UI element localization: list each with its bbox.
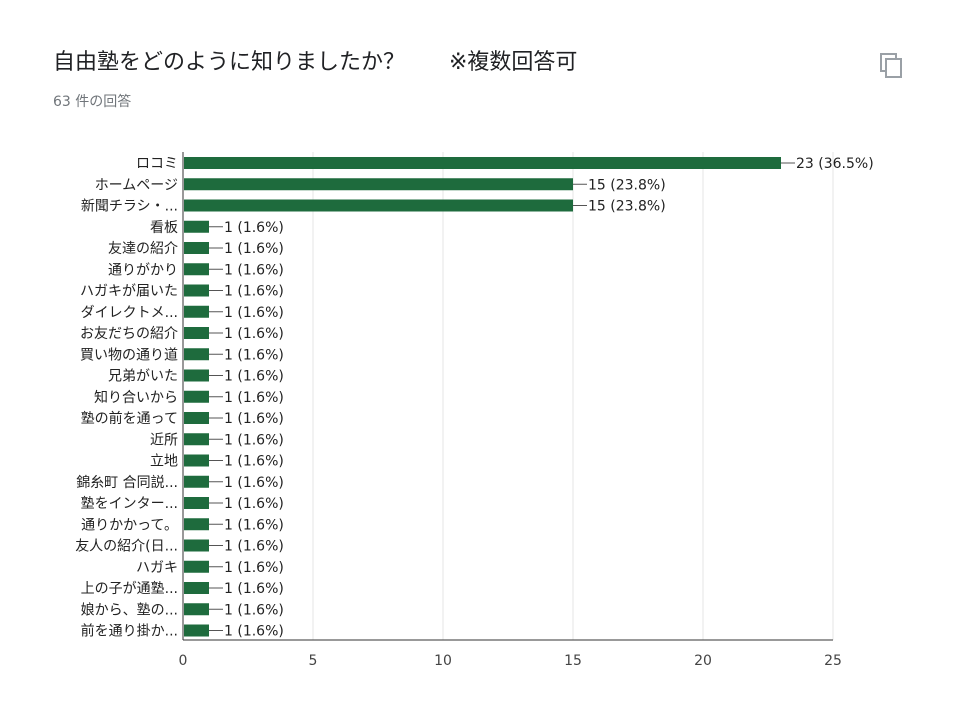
- bar: [184, 284, 209, 297]
- category-label: 前を通り掛か...: [81, 623, 178, 640]
- bar: [184, 433, 209, 446]
- category-label: ホームページ: [95, 177, 178, 193]
- category-label: ダイレクトメ...: [81, 305, 178, 321]
- category-label: ロコミ: [136, 156, 178, 172]
- data-label: 1 (1.6%): [224, 432, 284, 448]
- question-title: 自由塾をどのように知りましたか？ ※複数回答可: [53, 50, 578, 75]
- data-label: 1 (1.6%): [224, 411, 284, 427]
- category-label: 兄弟がいた: [108, 369, 178, 385]
- bar: [184, 242, 209, 254]
- data-label: 1 (1.6%): [224, 581, 284, 597]
- x-tick-label: 10: [434, 653, 452, 669]
- category-label: 通りかかって。: [81, 517, 178, 533]
- bar: [184, 475, 209, 488]
- data-label: 1 (1.6%): [224, 305, 284, 321]
- category-label: 塾の前を通って: [81, 410, 178, 427]
- category-label: お友だちの紹介: [80, 326, 178, 342]
- bar: [184, 199, 573, 212]
- data-label: 1 (1.6%): [224, 496, 284, 512]
- category-label: 近所: [150, 432, 178, 448]
- data-label: 1 (1.6%): [224, 241, 284, 257]
- data-label: 1 (1.6%): [224, 517, 284, 533]
- bar: [184, 390, 209, 403]
- bar: [184, 348, 209, 361]
- x-tick-label: 0: [179, 653, 188, 669]
- category-label: 友人の紹介(日...: [75, 539, 178, 555]
- x-tick-label: 25: [824, 653, 842, 669]
- category-label: 塾をインター...: [81, 496, 178, 512]
- data-label: 1 (1.6%): [224, 347, 284, 363]
- data-label: 15 (23.8%): [588, 199, 666, 215]
- data-label: 1 (1.6%): [224, 220, 284, 236]
- data-label: 23 (36.5%): [796, 156, 874, 172]
- data-label: 1 (1.6%): [224, 602, 284, 618]
- bar: [184, 263, 209, 276]
- category-label: 買い物の通り道: [80, 347, 178, 363]
- data-label: 1 (1.6%): [224, 369, 284, 385]
- category-label: 看板: [150, 220, 178, 236]
- bar: [184, 518, 209, 531]
- x-tick-label: 5: [309, 653, 318, 669]
- data-label: 1 (1.6%): [224, 560, 284, 576]
- bar: [184, 539, 209, 552]
- category-label: 立地: [150, 454, 178, 470]
- x-tick-label: 15: [564, 653, 582, 669]
- category-label: 娘から、塾の...: [81, 602, 178, 618]
- data-label: 1 (1.6%): [224, 262, 284, 278]
- data-label: 1 (1.6%): [224, 475, 284, 491]
- bar: [184, 327, 209, 339]
- bar: [184, 582, 209, 594]
- category-label: 新聞チラシ・...: [81, 199, 178, 215]
- bar: [184, 220, 209, 233]
- data-label: 1 (1.6%): [224, 390, 284, 406]
- category-label: 友達の紹介: [108, 241, 178, 257]
- category-label: 通りがかり: [108, 262, 178, 278]
- category-label: ハガキが届いた: [80, 284, 178, 300]
- bar: [184, 412, 209, 424]
- data-label: 15 (23.8%): [588, 177, 666, 193]
- bar: [184, 624, 209, 637]
- bar: [184, 305, 209, 318]
- category-label: 上の子が通塾...: [81, 581, 178, 597]
- copy-icon[interactable]: [879, 52, 905, 80]
- category-label: ハガキ: [136, 560, 178, 576]
- bar: [184, 560, 209, 573]
- x-tick-label: 20: [694, 653, 712, 669]
- data-label: 1 (1.6%): [224, 454, 284, 470]
- bar: [184, 157, 781, 169]
- bar: [184, 369, 209, 382]
- data-label: 1 (1.6%): [224, 624, 284, 640]
- bar: [184, 603, 209, 616]
- bar: [184, 497, 209, 509]
- response-count: 63 件の回答: [53, 94, 132, 110]
- data-label: 1 (1.6%): [224, 539, 284, 555]
- category-label: 錦糸町 合同説...: [76, 474, 178, 491]
- data-label: 1 (1.6%): [224, 326, 284, 342]
- bar: [184, 454, 209, 467]
- category-label: 知り合いから: [94, 389, 178, 406]
- bar: [184, 178, 573, 191]
- data-label: 1 (1.6%): [224, 284, 284, 300]
